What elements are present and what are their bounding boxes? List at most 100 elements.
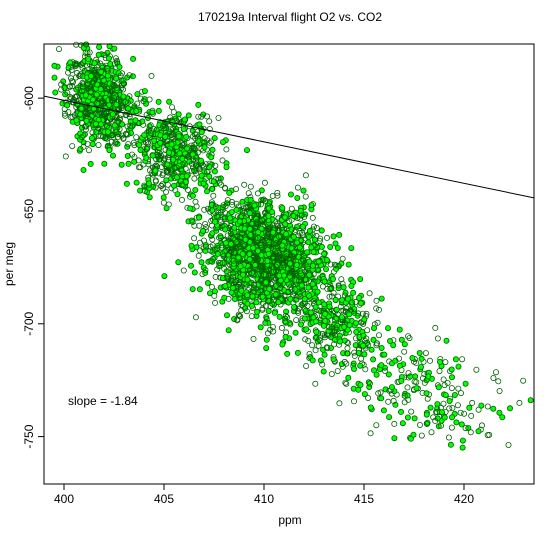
data-point-2505 [211, 218, 218, 225]
data-point-3254 [475, 428, 482, 435]
data-point-3161 [408, 408, 415, 415]
data-point-2937 [319, 361, 326, 368]
data-point-2631 [236, 218, 243, 225]
data-point-663 [92, 120, 99, 127]
data-point-2974 [321, 351, 328, 358]
data-point-3264 [446, 405, 453, 412]
data-point-3284 [448, 385, 455, 392]
data-point-2080 [202, 224, 209, 231]
data-point-624 [91, 67, 98, 74]
data-point-2504 [276, 313, 283, 320]
x-tick-label-410: 410 [254, 492, 274, 506]
data-point-3071 [309, 357, 316, 364]
data-point-3236 [344, 345, 351, 352]
data-point-661 [97, 86, 104, 93]
data-point-524 [114, 59, 121, 66]
data-point-3231 [409, 354, 416, 361]
data-point-1141 [179, 155, 186, 162]
data-point-2759 [288, 252, 295, 259]
data-point-2788 [274, 192, 281, 199]
data-point-2486 [244, 292, 251, 299]
data-point-3054 [361, 316, 368, 323]
data-point-2697 [264, 257, 271, 264]
data-point-2670 [310, 249, 317, 256]
data-point-2207 [263, 336, 270, 343]
data-point-1145 [149, 152, 156, 159]
data-point-2435 [299, 231, 306, 238]
data-point-2578 [305, 233, 312, 240]
data-point-544 [77, 111, 84, 118]
data-point-2653 [235, 254, 242, 261]
data-point-3146 [455, 385, 462, 392]
data-point-2369 [253, 299, 260, 306]
data-point-3074 [272, 291, 279, 298]
data-point-3172 [382, 367, 389, 374]
data-point-2823 [275, 299, 282, 306]
data-point-3165 [328, 370, 335, 377]
data-point-3300 [423, 390, 430, 397]
data-point-1096 [152, 167, 159, 174]
data-point-3137 [453, 419, 460, 426]
data-point-3114 [506, 405, 513, 412]
data-point-992 [180, 141, 187, 148]
data-point-573 [73, 98, 80, 105]
data-point-2857 [294, 349, 301, 356]
data-point-3133 [452, 356, 459, 363]
data-point-2838 [398, 336, 405, 343]
data-point-1183 [175, 133, 182, 140]
data-point-1347 [187, 262, 194, 269]
data-point-511 [101, 52, 108, 59]
data-point-419 [108, 132, 115, 139]
data-point-1143 [152, 184, 159, 191]
data-point-2979 [282, 333, 289, 340]
data-point-2682 [266, 200, 273, 207]
data-point-2745 [251, 288, 258, 295]
data-point-256 [108, 138, 115, 145]
data-point-3298 [446, 397, 453, 404]
data-point-3269 [343, 380, 350, 387]
data-point-3139 [358, 355, 365, 362]
data-point-1170 [176, 150, 183, 157]
data-point-1056 [167, 166, 174, 173]
data-point-1346 [250, 335, 257, 342]
data-point-3279 [399, 420, 406, 427]
data-point-1580 [313, 224, 320, 231]
data-point-3087 [330, 356, 337, 363]
data-point-2693 [227, 277, 234, 284]
data-point-3096 [416, 349, 423, 356]
data-point-2382 [306, 258, 313, 265]
data-point-3227 [380, 407, 387, 414]
data-point-3166 [443, 337, 450, 344]
data-point-1188 [152, 177, 159, 184]
data-point-1777 [326, 293, 333, 300]
data-point-3255 [428, 429, 435, 436]
data-point-2598 [237, 263, 244, 270]
data-point-2395 [279, 341, 286, 348]
data-point-2762 [252, 235, 259, 242]
data-point-2666 [311, 236, 318, 243]
data-point-2757 [268, 235, 275, 242]
data-point-3037 [326, 324, 333, 331]
data-point-3127 [396, 362, 403, 369]
data-point-1939 [201, 144, 208, 151]
data-point-1163 [199, 162, 206, 169]
data-point-2891 [309, 342, 316, 349]
data-point-1822 [257, 324, 264, 331]
data-point-1077 [156, 122, 163, 129]
data-point-2706 [236, 279, 243, 286]
data-point-3301 [362, 337, 369, 344]
data-point-2771 [259, 236, 266, 243]
data-point-2681 [196, 239, 203, 246]
data-point-2285 [299, 223, 306, 230]
data-point-2542 [192, 314, 199, 321]
data-point-668 [95, 101, 102, 108]
data-point-2586 [198, 259, 205, 266]
chart-title: 170219a Interval flight O2 vs. CO2 [198, 10, 382, 24]
data-point-2714 [272, 263, 279, 270]
data-point-2053 [196, 286, 203, 293]
data-point-1748 [302, 193, 309, 200]
data-point-2506 [318, 243, 325, 250]
data-point-2016 [202, 241, 209, 248]
data-point-3293 [413, 385, 420, 392]
data-point-3080 [346, 311, 353, 318]
